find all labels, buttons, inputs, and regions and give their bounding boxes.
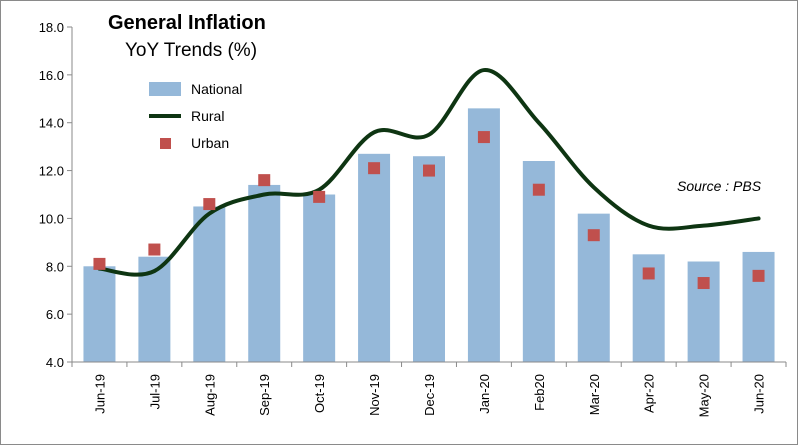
bar-national-Jun-19 [83,266,116,362]
y-tick-label: 18.0 [39,20,64,35]
y-tick-label: 4.0 [46,355,64,370]
chart-title: General Inflation [108,12,266,34]
bar-national-Nov-19 [358,153,391,362]
x-tick-label: May-20 [697,374,712,417]
x-tick-label: Dec-19 [422,374,437,416]
scatter-series-urban [93,131,765,290]
y-tick-label: 8.0 [46,259,64,274]
bar-national-Sep-19 [248,184,281,362]
legend-label-urban: Urban [191,135,229,151]
legend: National Rural Urban [149,81,242,151]
y-tick-label: 10.0 [39,211,64,226]
point-urban-Apr-20 [642,267,655,280]
bar-national-Jun-20 [742,251,775,362]
point-urban-Sep-19 [258,174,271,187]
x-tick-labels: Jun-19 Jul-19 Aug-19 Sep-19 Oct-19 Nov-19 Dec-… [92,374,766,417]
bar-national-Jan-20 [467,108,500,362]
axes [67,26,787,367]
chart-subtitle: YoY Trends (%) [125,40,257,61]
source-note: Source : PBS [677,178,762,194]
point-urban-Jul-19 [148,243,161,256]
x-tick-label: Nov-19 [367,374,382,416]
legend-swatch-national [149,82,181,96]
x-tick-label: Oct-19 [312,374,327,413]
y-tick-label: 12.0 [39,164,64,179]
point-urban-Dec-19 [423,164,435,177]
y-tick-label: 16.0 [39,68,64,83]
point-urban-Mar-20 [587,229,600,242]
x-tick-label: Jan-20 [477,374,492,414]
line-series-rural [97,68,761,277]
point-urban-May-20 [697,277,710,290]
bar-national-Aug-19 [193,206,226,362]
bar-series-national [83,108,775,362]
x-tick-label: Apr-20 [642,374,657,413]
x-tick-label: Aug-19 [202,374,217,416]
x-tick-label: Sep-19 [257,374,272,416]
x-tick-label: Feb20 [532,374,547,411]
x-tick-label: Jun-20 [752,374,767,414]
point-urban-Nov-19 [368,162,381,175]
y-tick-labels: 4.0 6.0 8.0 10.0 12.0 14.0 16.0 18.0 [39,20,64,370]
point-urban-Oct-19 [313,190,326,203]
point-urban-Jun-19 [93,257,106,270]
legend-label-rural: Rural [191,108,224,124]
x-tick-label: Jul-19 [147,374,162,409]
line-rural [97,68,761,277]
point-urban-Jun-20 [752,269,765,282]
y-tick-label: 14.0 [39,116,64,131]
bar-national-Oct-19 [303,194,336,362]
point-urban-Jan-20 [477,131,490,144]
point-urban-Feb20 [532,183,545,196]
y-tick-label: 6.0 [46,307,64,322]
legend-swatch-urban [160,138,171,149]
point-urban-Aug-19 [203,198,216,211]
legend-label-national: National [191,81,242,97]
bar-national-May-20 [687,261,720,362]
x-tick-label: Mar-20 [587,374,602,415]
bar-national-Dec-19 [413,156,445,362]
x-tick-label: Jun-19 [92,374,107,414]
